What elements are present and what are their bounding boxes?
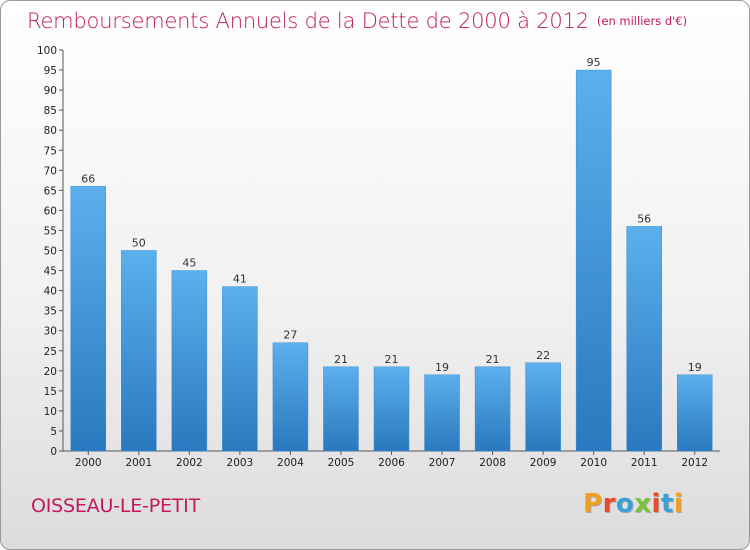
logo-letter: o [615,489,635,519]
data-label: 19 [688,361,702,374]
bar-2010 [575,69,612,452]
x-tick-label: 2003 [227,457,254,469]
bar-2007 [424,374,460,452]
y-tick-label: 30 [44,326,57,338]
x-tick-label: 2004 [277,457,304,469]
logo-letter: x [634,489,652,519]
y-tick-label: 75 [44,145,57,157]
x-tick-label: 2002 [176,457,203,469]
title-text: Remboursements Annuels de la Dette de 20… [27,9,589,33]
y-tick-label: 10 [44,406,57,418]
y-tick-label: 50 [44,246,57,258]
bar-2002 [171,270,208,452]
x-tick-label: 2001 [125,457,152,469]
logo-letter: i [651,489,661,519]
logo-letter: r [602,489,616,519]
axes: 0 5 10 15 20 25 30 35 40 45 50 55 60 65 70 75 80 85 90 95 10… [37,45,720,469]
x-tick-label: 2009 [530,457,557,469]
y-tick-label: 5 [50,426,57,438]
y-tick-label: 35 [44,306,57,318]
chart-title: Remboursements Annuels de la Dette de 20… [27,9,687,33]
x-tick-label: 2005 [328,457,355,469]
bar-2008 [474,366,511,452]
data-label: 45 [182,257,196,270]
y-tick-label: 85 [44,105,57,117]
x-tick-label: 2012 [681,457,708,469]
data-label: 50 [132,237,146,250]
x-tick-label: 2010 [580,457,607,469]
data-label: 21 [385,353,399,366]
data-label: 41 [233,273,247,286]
y-tick-label: 90 [44,85,57,97]
bar-2000 [70,186,107,452]
y-tick-label: 20 [44,366,57,378]
bar-2012 [676,374,713,452]
y-tick-label: 25 [44,346,57,358]
x-tick-label: 2008 [479,457,506,469]
data-label: 21 [486,353,500,366]
y-tick-label: 55 [44,225,57,237]
data-label: 66 [81,172,95,185]
bar-2005 [323,366,359,452]
data-label: 27 [283,329,297,342]
y-tick-label: 100 [37,45,57,57]
y-tick-label: 0 [50,446,57,458]
data-label: 56 [637,212,651,225]
y-tick-label: 80 [44,125,57,137]
bar-2006 [373,366,410,452]
x-tick-label: 2006 [378,457,405,469]
data-label: 21 [334,353,348,366]
bar-2003 [222,286,258,452]
x-tick-label: 2011 [631,457,658,469]
y-tick-label: 15 [44,386,57,398]
y-tick-label: 70 [44,165,57,177]
x-tick-label: 2000 [75,457,102,469]
bar-2009 [525,362,561,452]
bar-2001 [121,250,157,452]
title-unit: (en milliers d'€) [596,14,688,28]
proxiti-logo[interactable]: Proxiti [583,489,683,519]
bars: 66 50 45 41 27 21 21 19 21 22 95 56 19 [70,56,713,452]
y-tick-label: 65 [44,185,57,197]
logo-letter: P [583,489,603,519]
y-tick-label: 95 [44,65,57,77]
y-tick-label: 60 [44,205,57,217]
data-label: 95 [587,56,601,69]
bar-2004 [272,342,309,452]
city-name: OISSEAU-LE-PETIT [31,495,200,517]
y-tick-label: 40 [44,286,57,298]
logo-letter: t [660,489,674,519]
data-label: 22 [536,349,550,362]
x-tick-label: 2007 [429,457,456,469]
logo-letter: i [673,489,684,519]
data-label: 19 [435,361,449,374]
y-tick-label: 45 [44,266,57,278]
bar-2011 [626,226,662,452]
